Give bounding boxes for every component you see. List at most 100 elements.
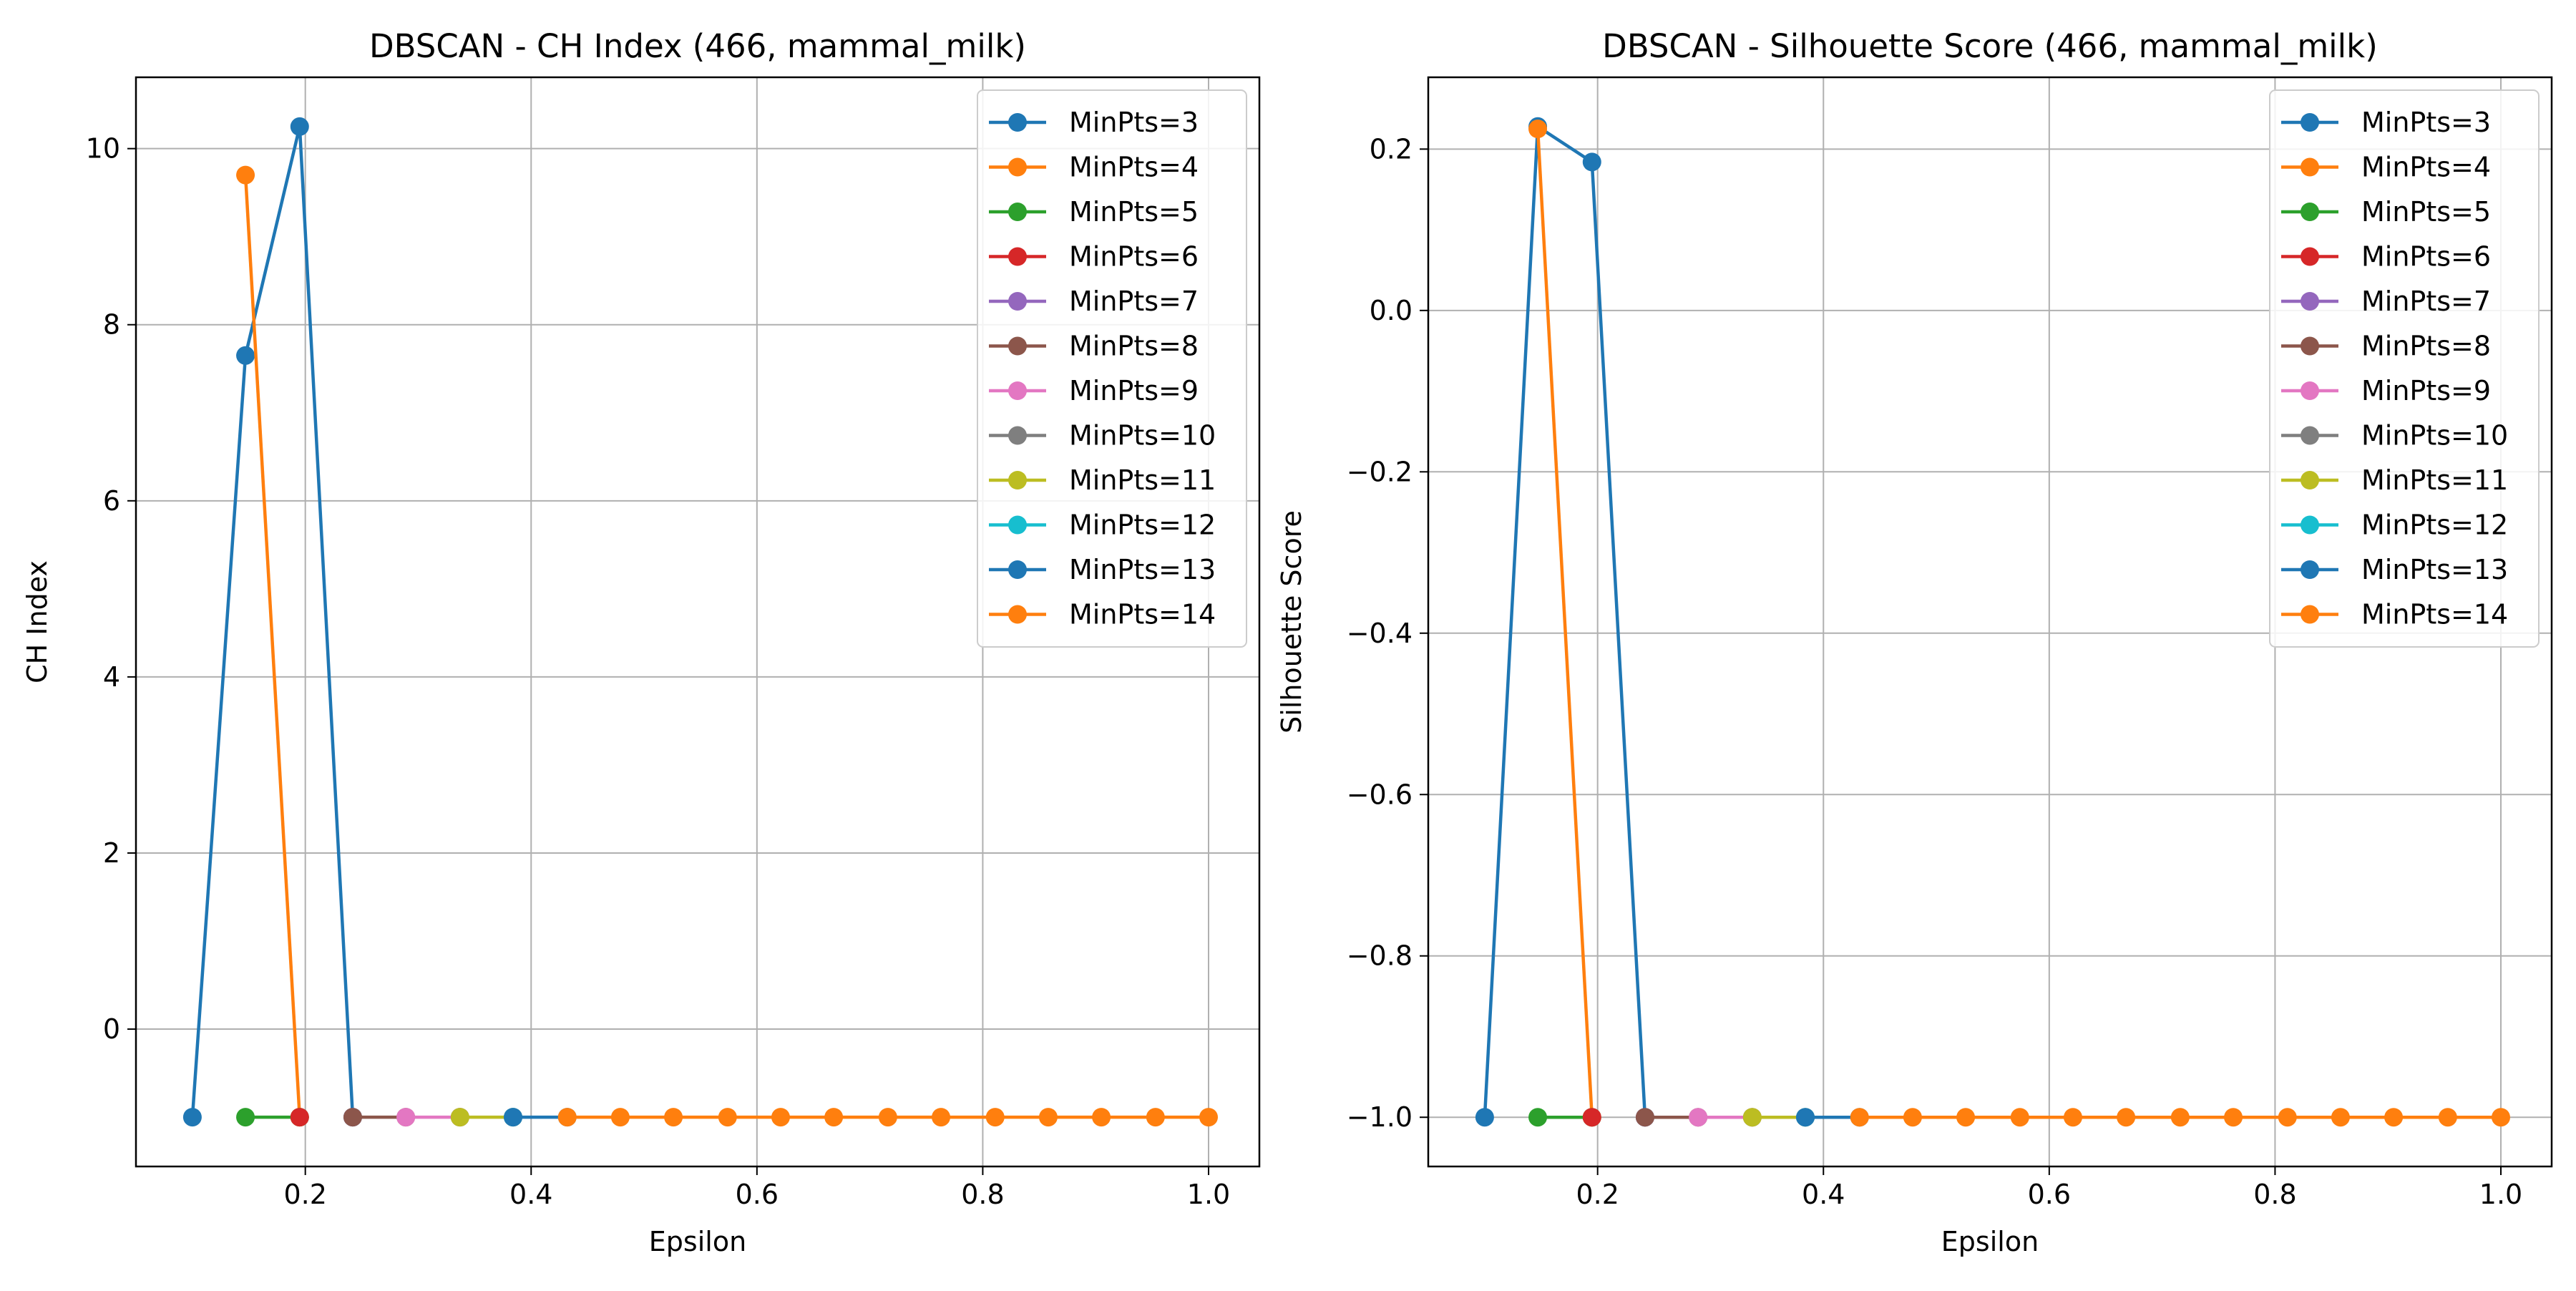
chart-1-series-line — [243, 175, 302, 1118]
chart-1-x-tick-label: 0.2 — [283, 1179, 326, 1210]
chart-1-series-line — [190, 125, 355, 1118]
chart-1-data-point — [1092, 1108, 1111, 1127]
chart-2-legend-marker — [2301, 203, 2319, 221]
chart-2-legend-marker — [2301, 515, 2319, 535]
chart-1-legend-item: MinPts=13 — [989, 554, 1216, 585]
chart-2-series-line — [1483, 125, 1647, 1118]
chart-2-legend-marker — [2301, 605, 2319, 624]
chart-1-data-point — [290, 117, 309, 136]
chart-2-legend: MinPts=3 MinPts=4 MinPts=5 MinPts=6 MinPts=7… — [2269, 89, 2540, 648]
chart-1-legend-label: MinPts=10 — [1069, 420, 1216, 452]
chart-2-x-tick-label: 0.4 — [1802, 1179, 1845, 1210]
chart-1-data-point — [824, 1108, 844, 1127]
chart-1-legend-item: MinPts=7 — [989, 286, 1199, 317]
chart-2-series-12 — [1850, 1108, 2510, 1127]
chart-1-legend-item: MinPts=8 — [989, 331, 1199, 362]
chart-2-x-tick-label: 0.8 — [2253, 1179, 2296, 1210]
chart-1-data-point — [1199, 1108, 1218, 1127]
chart-2-legend-label: MinPts=5 — [2361, 196, 2491, 228]
chart-1-data-point — [236, 1108, 255, 1127]
chart-1-x-tick-label: 1.0 — [1187, 1179, 1230, 1210]
chart-2-series-4 — [1582, 1108, 1601, 1127]
chart-2-axes-frame — [1427, 76, 2553, 1168]
chart-1-legend-item: MinPts=4 — [989, 152, 1199, 183]
chart-2-legend-marker — [2301, 560, 2319, 579]
chart-1-data-point — [290, 1108, 309, 1127]
chart-2-data-point — [1742, 1108, 1762, 1127]
chart-1-legend-box — [977, 89, 1247, 648]
chart-2-data-point — [1475, 1108, 1494, 1127]
chart-2-data-point — [2117, 1108, 2136, 1127]
chart-1-series-12 — [557, 1108, 1218, 1127]
chart-1-legend-marker — [1008, 605, 1027, 624]
chart-1-x-tick-label: 0.8 — [961, 1179, 1004, 1210]
chart-1-data-point — [1038, 1108, 1058, 1127]
chart-2-data-point — [2384, 1108, 2404, 1127]
chart-2-legend-item: MinPts=7 — [2281, 286, 2491, 317]
chart-1-legend-label: MinPts=9 — [1069, 375, 1199, 406]
chart-1-series-2 — [236, 165, 309, 1127]
chart-1-title: DBSCAN - CH Index (466, mammal_milk) — [369, 27, 1026, 65]
chart-1-legend: MinPts=3 MinPts=4 MinPts=5 MinPts=6 MinPts=7… — [977, 89, 1247, 648]
chart-2-legend-marker — [2301, 381, 2319, 400]
chart-1-legend-label: MinPts=3 — [1069, 107, 1199, 138]
chart-2-legend-item: MinPts=3 — [2281, 107, 2491, 138]
chart-1-legend-marker — [1008, 426, 1027, 445]
chart-1-legend-marker — [1008, 113, 1027, 132]
chart-2-legend-label: MinPts=3 — [2361, 107, 2491, 138]
chart-1-legend-marker — [1008, 247, 1027, 266]
chart-2-data-point — [1796, 1108, 1815, 1127]
chart-1-data-point — [1146, 1108, 1165, 1127]
chart-1-y-tick-label: 10 — [86, 133, 120, 165]
chart-2-data-point — [1582, 152, 1601, 172]
chart-2-legend-item: MinPts=4 — [2281, 152, 2491, 183]
chart-1-legend-item: MinPts=11 — [989, 464, 1216, 496]
chart-2-legend-marker — [2301, 113, 2319, 132]
chart-1-data-point — [504, 1108, 523, 1127]
chart-2-x-tick-label: 0.2 — [1576, 1179, 1619, 1210]
chart-1-data-point — [182, 1108, 202, 1127]
chart-2-data-point — [1903, 1108, 1922, 1127]
chart-2-legend-label: MinPts=9 — [2361, 375, 2491, 406]
chart-1-data-point — [932, 1108, 951, 1127]
chart-1-axes-frame — [135, 76, 1261, 1168]
chart-1-data-point — [985, 1108, 1005, 1127]
chart-2-legend-item: MinPts=6 — [2281, 241, 2491, 273]
chart-1-y-axis-label: CH Index — [21, 560, 53, 683]
chart-2-y-tick-label: −1.0 — [1347, 1101, 1413, 1133]
chart-2-legend-label: MinPts=12 — [2361, 510, 2508, 541]
chart-panel-1: 0.2 0.4 0.6 0.8 1.0 0 2 4 6 8 10 DBSCAN - CH Index … — [21, 27, 1261, 1257]
chart-2-legend-item: MinPts=8 — [2281, 331, 2491, 362]
chart-2-data-point — [2278, 1108, 2297, 1127]
chart-2-y-tick-label: −0.8 — [1347, 940, 1413, 972]
chart-1-legend-item: MinPts=3 — [989, 107, 1199, 138]
chart-1-x-axis-label: Epsilon — [649, 1226, 746, 1257]
chart-1-data-point — [771, 1108, 790, 1127]
chart-2-legend-label: MinPts=4 — [2361, 152, 2491, 183]
chart-1-y-tick-label: 8 — [103, 309, 120, 341]
chart-1-legend-item: MinPts=9 — [989, 375, 1199, 406]
chart-1-data-point — [718, 1108, 737, 1127]
chart-2-legend-item: MinPts=5 — [2281, 196, 2491, 228]
chart-1-y-tick-label: 6 — [103, 485, 120, 517]
chart-1-legend-item: MinPts=12 — [989, 510, 1216, 541]
chart-1-data-point — [396, 1108, 416, 1127]
chart-2-series-2 — [1528, 120, 1601, 1127]
chart-1-legend-item: MinPts=5 — [989, 196, 1199, 228]
chart-2-legend-label: MinPts=8 — [2361, 331, 2491, 362]
chart-1-legend-marker — [1008, 515, 1027, 535]
chart-2-x-axis-label: Epsilon — [1941, 1226, 2039, 1257]
chart-2-data-point — [1528, 1108, 1548, 1127]
chart-2-y-axis-label: Silhouette Score — [1276, 510, 1307, 734]
chart-2-data-point — [1635, 1108, 1654, 1127]
chart-1-data-point — [610, 1108, 630, 1127]
chart-2-legend-label: MinPts=10 — [2361, 420, 2508, 452]
chart-2-legend-marker — [2301, 157, 2319, 177]
chart-1-legend-item: MinPts=6 — [989, 241, 1199, 273]
chart-2-legend-marker — [2301, 471, 2319, 489]
chart-2-x-tick-label: 0.6 — [2028, 1179, 2071, 1210]
chart-1-legend-label: MinPts=4 — [1069, 152, 1199, 183]
chart-2-y-tick-label: −0.4 — [1347, 618, 1413, 649]
chart-1-data-point — [878, 1108, 897, 1127]
chart-1-data-point — [236, 346, 255, 365]
